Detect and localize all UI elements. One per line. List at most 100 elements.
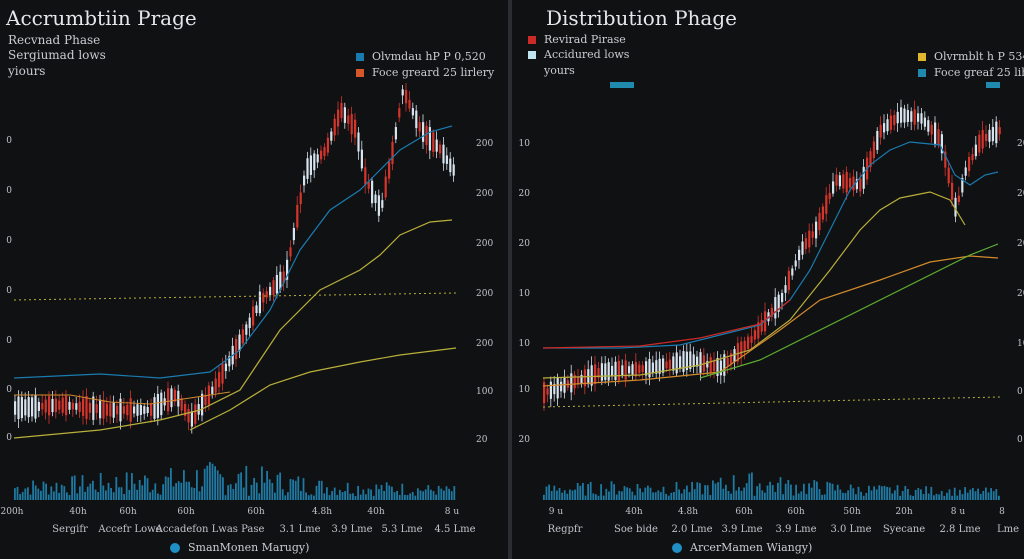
legend-swatch (356, 52, 364, 61)
right-volume-bar (821, 494, 823, 500)
left-volume-bar (240, 472, 242, 500)
left-candle (340, 103, 343, 119)
left-volume-bar (255, 482, 258, 500)
right-y-tick: 10 (519, 139, 531, 149)
right-candle (747, 336, 750, 349)
right-volume-bar (686, 485, 688, 500)
right-volume-bar (969, 489, 972, 500)
left-candle (411, 108, 414, 116)
left-volume-bar (300, 490, 302, 500)
left-candle (68, 401, 71, 410)
left-candle (184, 404, 187, 416)
left-volume-bar (427, 485, 430, 500)
right-candle (811, 231, 814, 238)
right-candle (978, 134, 981, 153)
right-volume-bar (670, 492, 673, 500)
right-volume-bar (628, 488, 631, 500)
left-candle (445, 155, 448, 164)
left-candle (275, 274, 278, 294)
right-volume-bar (779, 477, 782, 500)
left-volume-bar (250, 484, 253, 500)
left-candle (292, 227, 295, 241)
left-candle (44, 399, 47, 413)
left-volume-bar (437, 485, 440, 500)
left-category-label: 5.3 Lme (381, 524, 422, 535)
right-candle (787, 270, 790, 291)
legend-swatch (918, 68, 926, 77)
right-candle (726, 357, 729, 366)
right-y-tick: 10 (519, 385, 531, 395)
right-volume-bar (792, 495, 795, 500)
right-candle (998, 127, 1001, 135)
left-volume-bar (404, 494, 406, 500)
right-candle (923, 117, 926, 127)
left-candle (228, 356, 231, 367)
left-volume-bar (112, 492, 115, 500)
right-volume-bar (974, 491, 977, 500)
right-volume-bar (938, 494, 940, 500)
right-volume-bar (571, 490, 574, 500)
left-volume-bar (190, 487, 193, 500)
left-volume-bar (97, 492, 99, 500)
right-candle (641, 365, 644, 373)
right-volume-bar (964, 487, 966, 500)
right-candle (876, 130, 879, 150)
left-candle (367, 181, 370, 189)
left-volume-bar (263, 482, 266, 500)
right-volume-bar (810, 487, 813, 500)
left-candle (439, 144, 442, 154)
right-volume-bar (678, 489, 680, 500)
right-candle (896, 111, 899, 124)
left-candle (286, 259, 289, 280)
right-candle (719, 360, 722, 376)
left-volume-bar (198, 491, 201, 500)
left-volume-bar (27, 487, 29, 500)
left-volume-bar (71, 476, 73, 500)
left-volume-bar (94, 489, 97, 500)
right-volume-bar (727, 491, 730, 500)
left-candle (252, 306, 255, 326)
right-candle (563, 377, 566, 393)
right-x-tick: 20h (895, 507, 912, 517)
right-volume-bar (667, 495, 670, 500)
left-volume-bar (55, 482, 58, 500)
right-subtitle-3: yours (544, 64, 575, 77)
right-volume-bar (621, 491, 623, 500)
left-volume-bar (398, 494, 401, 500)
left-candle (452, 164, 455, 176)
left-volume-bar (128, 489, 131, 500)
right-volume-bar (740, 490, 743, 500)
right-category-label: Regpfr (548, 524, 583, 535)
right-right-y-tick: 20 (1017, 239, 1024, 249)
right-candle (944, 151, 947, 168)
right-volume-bar (995, 489, 998, 500)
right-volume-bar (743, 487, 745, 500)
left-volume-bar (175, 483, 177, 500)
left-candle (109, 403, 112, 417)
left-volume-bar (352, 493, 354, 500)
right-candle (784, 285, 787, 293)
left-candle (58, 400, 61, 410)
left-volume-bar (266, 470, 268, 500)
left-orange-ma (14, 391, 231, 405)
right-category-label: 3.9 Lme (721, 524, 762, 535)
left-volume-bar (196, 470, 198, 500)
left-volume-bar (24, 488, 27, 500)
right-candle (920, 113, 923, 124)
left-candle (408, 99, 411, 109)
left-volume-bar (89, 483, 92, 500)
left-blue-ma (13, 125, 453, 379)
right-volume-bar (813, 480, 816, 500)
right-candle (835, 174, 838, 186)
right-volume-bar (738, 487, 740, 500)
right-candle (971, 154, 974, 161)
right-candle (570, 373, 573, 393)
right-candle (770, 307, 773, 317)
left-candle (82, 398, 85, 416)
right-volume-bar (683, 489, 686, 500)
right-candle (855, 179, 858, 190)
left-olive-ma (13, 219, 453, 439)
right-volume-bar (553, 485, 556, 500)
right-volume-bar (644, 487, 647, 500)
right-candle (798, 249, 801, 261)
